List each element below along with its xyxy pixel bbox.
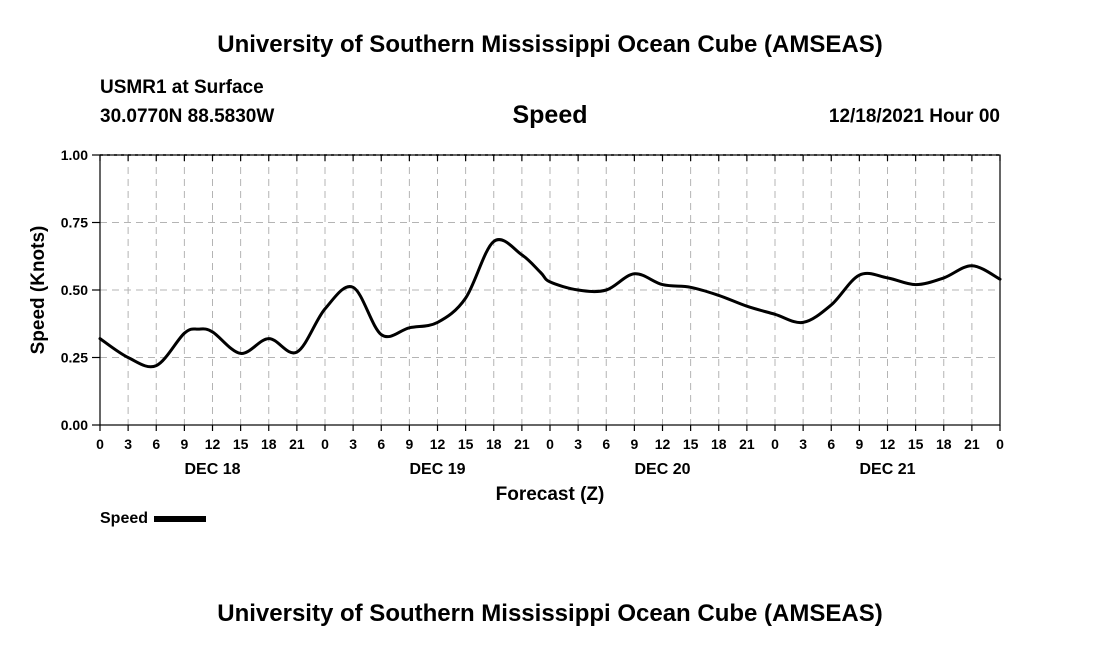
x-tick-label: 0 (321, 436, 329, 452)
x-tick-label: 15 (908, 436, 924, 452)
x-tick-label: 3 (124, 436, 132, 452)
variable-title: Speed (512, 101, 588, 129)
station-label: USMR1 at Surface (100, 77, 264, 98)
x-tick-label: 21 (739, 436, 755, 452)
x-tick-label: 0 (771, 436, 779, 452)
x-tick-label: 6 (827, 436, 835, 452)
x-tick-label: 15 (683, 436, 699, 452)
x-tick-label: 12 (880, 436, 896, 452)
day-label: DEC 18 (184, 461, 240, 478)
day-label: DEC 20 (634, 461, 690, 478)
speed-series-line (98, 238, 1002, 369)
x-tick-label: 9 (180, 436, 188, 452)
legend: Speed (100, 510, 207, 528)
x-tick-label: 15 (458, 436, 474, 452)
x-tick-label: 9 (855, 436, 863, 452)
legend-label: Speed (100, 510, 149, 527)
x-tick-label: 18 (486, 436, 502, 452)
x-tick-label: 21 (964, 436, 980, 452)
x-tick-label: 0 (96, 436, 104, 452)
x-tick-label: 0 (996, 436, 1004, 452)
y-tick-label: 0.00 (61, 417, 88, 433)
chart-title: University of Southern Mississippi Ocean… (217, 31, 883, 58)
x-tick-label: 6 (602, 436, 610, 452)
x-tick-label: 21 (514, 436, 530, 452)
date-label: 12/18/2021 Hour 00 (828, 106, 1000, 127)
x-axis-title: Forecast (Z) (496, 484, 605, 505)
y-tick-label: 0.25 (61, 350, 88, 366)
x-tick-label: 18 (936, 436, 952, 452)
y-axis-title: Speed (Knots) (28, 226, 49, 355)
x-tick-label: 9 (630, 436, 638, 452)
grid (100, 154, 1000, 425)
day-label: DEC 19 (409, 461, 465, 478)
y-tick-label: 0.50 (61, 282, 88, 298)
x-tick-label: 9 (405, 436, 413, 452)
plot-frame (99, 154, 1001, 426)
x-tick-label: 3 (799, 436, 807, 452)
x-tick-label: 3 (349, 436, 357, 452)
footer-title: University of Southern Mississippi Ocean… (217, 600, 883, 627)
legend-swatch (154, 515, 207, 522)
x-tick-label: 12 (205, 436, 221, 452)
x-tick-label: 6 (152, 436, 160, 452)
x-tick-label: 21 (289, 436, 305, 452)
x-tick-label: 18 (261, 436, 277, 452)
y-tick-label: 0.75 (61, 215, 88, 231)
day-label: DEC 21 (859, 461, 915, 478)
coordinates-label: 30.0770N 88.5830W (100, 106, 275, 127)
x-tick-label: 12 (430, 436, 446, 452)
x-tick-label: 0 (546, 436, 554, 452)
x-tick-label: 12 (655, 436, 671, 452)
y-axis-ticks: 0.00 0.25 0.50 0.75 1.00 (61, 147, 100, 433)
x-tick-label: 6 (377, 436, 385, 452)
x-tick-label: 3 (574, 436, 582, 452)
x-tick-label: 15 (233, 436, 249, 452)
x-axis-ticks: 0 3 6 9 12 15 18 21 0 3 6 9 12 15 18 21 0 3 6 9 12 15 18 21 0 3 6 9… (96, 155, 1004, 478)
x-tick-label: 18 (711, 436, 727, 452)
y-tick-label: 1.00 (61, 147, 88, 163)
